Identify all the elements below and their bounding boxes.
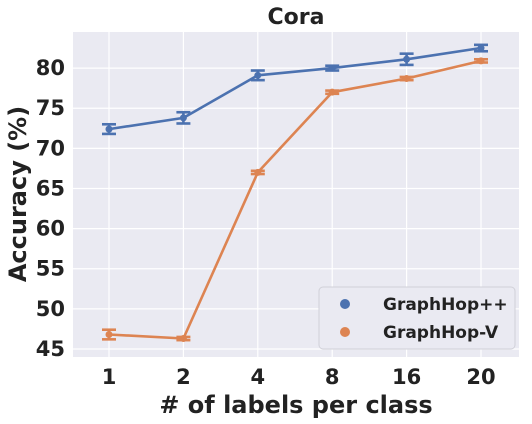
legend-marker xyxy=(340,299,350,309)
data-point xyxy=(403,55,411,63)
legend-marker xyxy=(340,327,350,337)
x-tick-label: 20 xyxy=(466,365,495,389)
y-axis-label: Accuracy (%) xyxy=(4,106,32,282)
legend: GraphHop++ GraphHop-V xyxy=(318,286,516,350)
data-point xyxy=(328,64,336,72)
x-tick-label: 4 xyxy=(250,365,265,389)
series-graphhop-v xyxy=(102,57,488,343)
x-tick-label: 1 xyxy=(102,365,117,389)
y-tick-label: 50 xyxy=(36,297,65,321)
x-tick-labels: 1 2 4 8 16 20 xyxy=(102,365,496,389)
y-tick-label: 70 xyxy=(36,136,65,160)
data-point xyxy=(105,125,113,133)
x-tick-label: 2 xyxy=(176,365,191,389)
grid-lines xyxy=(73,32,519,357)
legend-label: GraphHop++ xyxy=(383,295,508,315)
x-tick-label: 8 xyxy=(325,365,340,389)
y-tick-label: 60 xyxy=(36,217,65,241)
data-point xyxy=(477,57,485,65)
series-group xyxy=(102,43,488,343)
y-tick-label: 45 xyxy=(36,337,65,361)
legend-box xyxy=(318,286,516,350)
data-point xyxy=(179,335,187,343)
data-point xyxy=(105,331,113,339)
data-point xyxy=(254,168,262,176)
series-line xyxy=(108,59,482,340)
data-point xyxy=(179,114,187,122)
y-tick-labels: 45 50 55 60 65 70 75 80 xyxy=(36,56,65,361)
data-point xyxy=(254,71,262,79)
chart-title: Cora xyxy=(268,5,325,30)
data-point xyxy=(477,44,485,52)
x-axis-label: # of labels per class xyxy=(159,391,432,419)
data-point xyxy=(403,75,411,83)
x-tick-label: 16 xyxy=(392,365,421,389)
series-graphhop- xyxy=(102,43,488,136)
y-tick-label: 55 xyxy=(36,257,65,281)
y-tick-label: 80 xyxy=(36,56,65,80)
series-line xyxy=(108,46,482,131)
y-tick-label: 75 xyxy=(36,96,65,120)
y-tick-label: 65 xyxy=(36,176,65,200)
data-point xyxy=(328,88,336,96)
legend-label: GraphHop-V xyxy=(383,323,499,343)
